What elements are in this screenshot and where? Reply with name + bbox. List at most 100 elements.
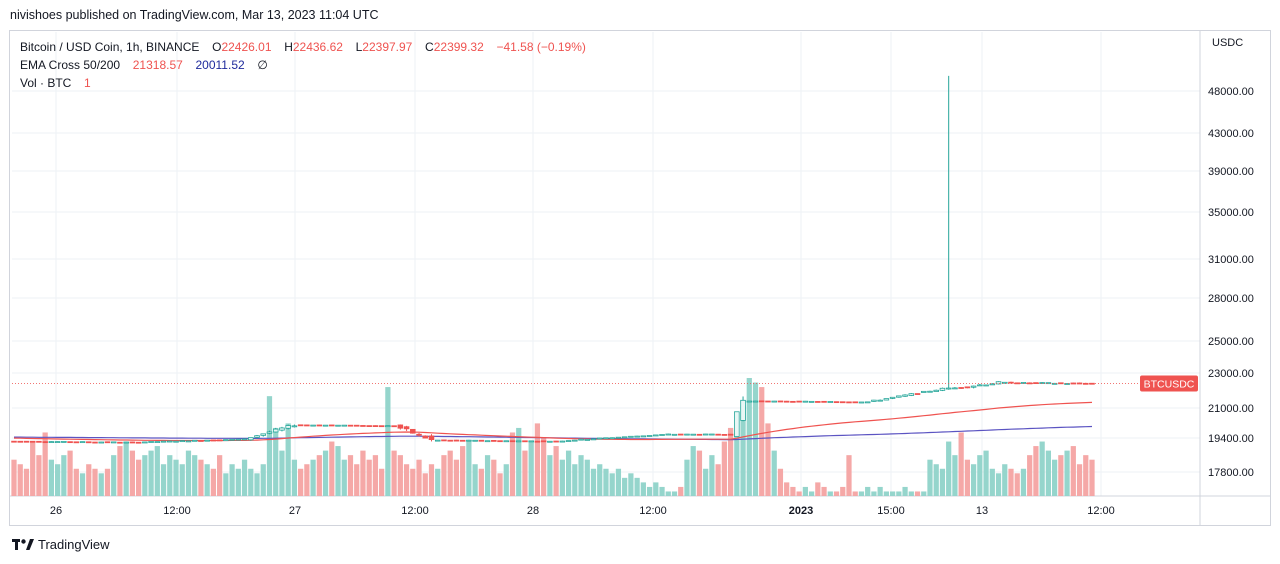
legend-symbol: Bitcoin / USD Coin, 1h, BINANCE (20, 40, 200, 54)
candle-body (1008, 381, 1014, 384)
volume-bar (715, 464, 721, 496)
volume-bar (67, 450, 73, 496)
volume-bar (185, 450, 192, 496)
candle-body (29, 440, 36, 443)
tradingview-logo-text: TradingView (38, 537, 110, 552)
candle-body (515, 440, 522, 443)
volume-bar (528, 441, 534, 496)
volume-bar (322, 450, 329, 496)
candle-body (572, 439, 578, 442)
volume-bar (597, 464, 603, 496)
candle-body (740, 399, 746, 421)
volume-bar (908, 491, 914, 496)
volume-bar (640, 482, 646, 496)
volume-bar (958, 432, 964, 496)
candle-body (621, 436, 628, 439)
price-tick-label: 25000.00 (1208, 336, 1254, 348)
candle-body (416, 433, 422, 436)
legend-volume-row[interactable]: Vol · BTC 1 (20, 74, 586, 92)
candle-body (428, 435, 435, 441)
candle-body (17, 440, 23, 443)
volume-bar (534, 423, 541, 496)
candle-body (397, 424, 404, 429)
volume-bar (746, 378, 752, 496)
price-tick-label: 28000.00 (1208, 293, 1254, 305)
volume-bar (379, 468, 385, 496)
candle-body (952, 387, 958, 390)
volume-bar (435, 468, 441, 496)
candle-body (1070, 382, 1077, 385)
volume-bar (403, 464, 410, 496)
candle-body (441, 439, 447, 442)
volume-bar (703, 468, 709, 496)
volume-bar (1089, 459, 1095, 496)
volume-bar (727, 427, 734, 496)
candle-body (534, 440, 541, 443)
volume-bar (603, 468, 609, 496)
volume-bar (821, 486, 827, 496)
volume-bar (1064, 450, 1070, 496)
volume-bar (503, 464, 509, 496)
time-tick-label: 2023 (789, 505, 813, 517)
candle-body (927, 390, 933, 393)
volume-bar (615, 468, 622, 496)
volume-bar (291, 459, 298, 496)
volume-bar (628, 473, 634, 496)
volume-bar (453, 459, 460, 496)
candle-body (970, 385, 977, 388)
candle-body (1064, 383, 1070, 385)
candle-body (403, 426, 410, 430)
volume-bar (765, 423, 771, 496)
chart-legend: Bitcoin / USD Coin, 1h, BINANCE O22426.0… (20, 38, 586, 92)
candle-body (846, 401, 852, 404)
volume-bar (565, 450, 572, 496)
candle-body (634, 435, 640, 438)
volume-bar (846, 455, 852, 496)
volume-bar (522, 450, 528, 496)
candle-body (304, 424, 310, 427)
candle-body (447, 439, 453, 442)
candle-body (628, 435, 634, 438)
candle-body (410, 428, 416, 434)
legend-ema-row[interactable]: EMA Cross 50/200 21318.57 20011.52 ∅ (20, 56, 586, 74)
volume-bar (310, 459, 316, 496)
volume-bar (354, 464, 360, 496)
tradingview-footer[interactable]: TradingView (12, 537, 110, 552)
candle-body (310, 424, 316, 427)
volume-bar (578, 455, 584, 496)
candle-body (902, 394, 908, 397)
price-tick-label: 39000.00 (1208, 166, 1254, 178)
volume-bar (646, 486, 653, 496)
candle-body (366, 425, 372, 427)
candle-body (341, 424, 348, 427)
volume-bar (491, 459, 497, 496)
candle-body (977, 384, 983, 387)
volume-bar (1058, 455, 1064, 496)
volume-bar (590, 468, 597, 496)
volume-bar (964, 459, 970, 496)
chart-frame[interactable] (9, 30, 1271, 526)
volume-bar (248, 468, 254, 496)
volume-bar (416, 459, 422, 496)
candle-body (210, 439, 217, 442)
volume-bar (484, 455, 491, 496)
volume-bar (777, 468, 784, 496)
volume-bar (55, 464, 61, 496)
legend-ema-hidden-icon[interactable]: ∅ (257, 58, 268, 72)
volume-bar (1020, 468, 1027, 496)
volume-bar (73, 468, 79, 496)
candle-body (279, 427, 285, 431)
volume-bar (1051, 459, 1058, 496)
candle-body (702, 433, 709, 436)
volume-bar (684, 459, 690, 496)
candle-body (391, 425, 397, 428)
candle-body (484, 440, 491, 443)
volume-bar (609, 473, 615, 496)
candle-body (696, 433, 703, 436)
candle-body (110, 441, 117, 444)
volume-bar (273, 427, 279, 496)
candle-body (684, 433, 690, 436)
legend-ema-label: EMA Cross 50/200 (20, 58, 121, 72)
candle-body (659, 434, 665, 436)
